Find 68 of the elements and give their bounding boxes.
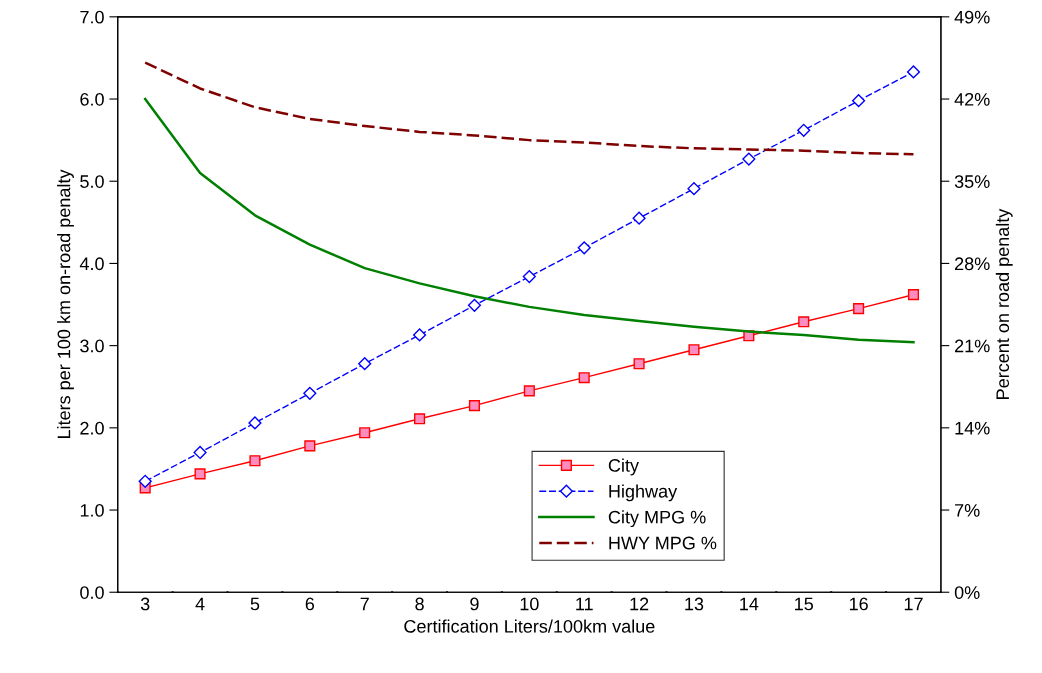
line-series [143, 97, 915, 344]
point [853, 303, 865, 315]
y-axis-title: Liters per 100 km on-road penalty [57, 169, 74, 439]
point [358, 357, 372, 371]
x-axis-title: Certification Liters/100km value [404, 619, 655, 633]
point [303, 386, 317, 400]
point [798, 316, 810, 328]
y-tick-label: 4.0 [79, 257, 104, 271]
point [797, 123, 811, 137]
point [138, 474, 152, 488]
point [523, 385, 535, 397]
point [907, 289, 920, 301]
x-tick-label: 15 [795, 597, 814, 611]
x-tick-label: 17 [904, 597, 923, 611]
legend-label: City [608, 458, 639, 476]
x-tick-label: 9 [470, 597, 479, 611]
x-tick-label: 4 [195, 597, 205, 611]
x-tick-label: 8 [415, 597, 424, 611]
legend-label: HWY MPG % [609, 536, 717, 550]
y2-tick-label: 49% [954, 10, 990, 24]
x-tick-label: 12 [630, 597, 649, 611]
y-tick-label: 3.0 [80, 339, 104, 353]
y-tick-label: 5.0 [80, 175, 104, 188]
x-tick-label: 16 [849, 597, 868, 611]
y2-tick-label: 42% [954, 92, 990, 106]
point [412, 328, 427, 342]
point [414, 413, 426, 425]
y2-tick-label: 14% [955, 421, 990, 435]
point [578, 372, 590, 384]
y-tick-label: 0.0 [80, 586, 104, 599]
point [193, 445, 207, 460]
y2-tick-label: 21% [955, 339, 990, 353]
point [577, 241, 591, 255]
legend-label: Highway [609, 484, 678, 502]
y2-tick-label: 7% [955, 504, 980, 517]
point [633, 358, 645, 370]
y2-axis-title: Percent on road penalty [995, 208, 1013, 399]
point [687, 182, 701, 196]
x-tick-label: 11 [576, 597, 593, 611]
x-tick-label: 13 [685, 597, 704, 611]
x-tick-label: 14 [740, 597, 759, 611]
x-tick-label: 3 [140, 597, 150, 611]
x-tick-label: 6 [305, 597, 315, 611]
point [742, 152, 756, 166]
point [248, 416, 262, 430]
y-tick-label: 6.0 [80, 92, 104, 106]
point [249, 455, 261, 467]
point [304, 440, 316, 452]
y2-tick-label: 35% [954, 175, 990, 188]
y-tick-label: 1.0 [80, 503, 104, 517]
point [688, 344, 700, 356]
point [632, 211, 646, 225]
point [194, 468, 206, 480]
point [906, 65, 921, 79]
y2-tick-label: 28% [955, 257, 990, 271]
x-tick-label: 5 [250, 597, 260, 611]
point [522, 269, 536, 284]
point [467, 298, 482, 312]
x-tick-label: 10 [520, 597, 539, 611]
line-series [143, 61, 915, 156]
y-tick-label: 2.0 [80, 421, 104, 435]
point [359, 427, 371, 439]
legend-label: City MPG % [608, 510, 706, 528]
y-tick-label: 7.0 [80, 10, 104, 24]
y2-tick-label: 0% [954, 586, 980, 599]
x-tick-label: 7 [360, 597, 369, 611]
point [852, 94, 866, 108]
point [468, 400, 481, 412]
